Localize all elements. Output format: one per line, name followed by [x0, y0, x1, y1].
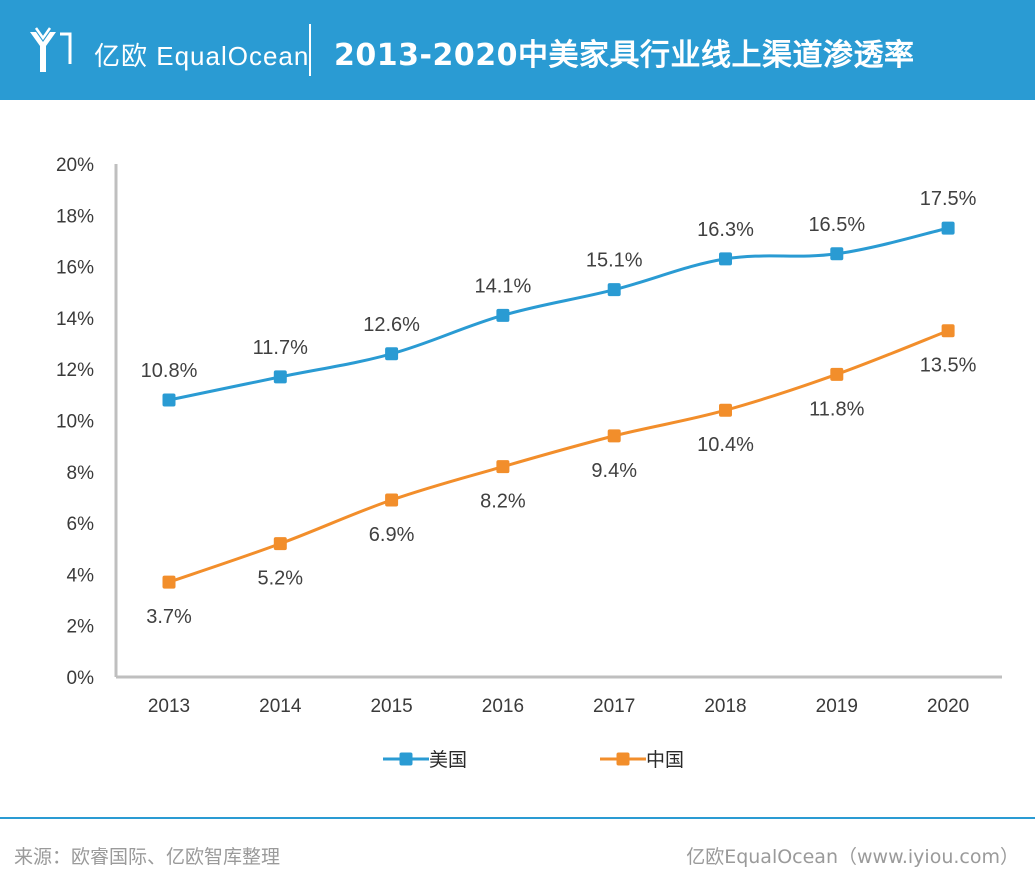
data-point-marker — [273, 370, 287, 384]
series-line — [168, 329, 949, 584]
logo-mark-icon — [30, 32, 56, 72]
data-label: 15.1% — [586, 250, 643, 272]
data-point-marker — [607, 429, 621, 443]
y-tick-label: 14% — [56, 309, 94, 330]
data-label: 16.3% — [697, 219, 754, 241]
series-china: 3.7% 5.2% 6.9% 8.2% 9.4% 10.4% 11.8% 13.5% — [146, 324, 977, 628]
line-chart: 0%2%4%6%8%10%12%14%16%18%20% 2013 2014 201… — [56, 155, 1002, 771]
data-point-marker — [385, 347, 399, 361]
x-tick-label: 2015 — [370, 696, 412, 717]
x-tick-label: 2017 — [593, 696, 635, 717]
y-tick-label: 20% — [56, 155, 94, 176]
series-usa: 10.8% 11.7% 12.6% 14.1% 15.1% 16.3% 16.5% 17.5% — [141, 188, 977, 407]
series-layer: 10.8% 11.7% 12.6% 14.1% 15.1% 16.3% 16.5% 17.5%… — [141, 188, 977, 628]
data-label: 8.2% — [480, 491, 526, 513]
x-tick-label: 2018 — [704, 696, 746, 717]
legend-marker — [399, 752, 413, 766]
legend: 美国 中国 — [383, 749, 684, 771]
x-tick-label: 2014 — [259, 696, 302, 717]
y-tick-label: 8% — [67, 463, 95, 484]
legend-item: 中国 — [600, 749, 684, 771]
footer-divider — [0, 817, 1035, 819]
y-tick-label: 18% — [56, 206, 94, 227]
x-tick-label: 2020 — [927, 696, 969, 717]
data-point-marker — [719, 403, 732, 417]
data-point-marker — [385, 493, 399, 507]
y-tick-label: 10% — [56, 412, 94, 433]
legend-marker — [616, 752, 630, 766]
data-point-marker — [607, 283, 621, 297]
x-tick-label: 2019 — [816, 696, 858, 717]
y-axis: 0% 2% 4% 6% 8% 10% 12% 14% 16% 18% 20% — [56, 155, 118, 689]
data-point-marker — [830, 247, 844, 261]
equalocean-logo — [30, 27, 72, 72]
y-tick-label: 2% — [67, 617, 95, 638]
data-label: 13.5% — [920, 355, 977, 377]
data-label: 10.8% — [141, 360, 198, 382]
y-tick-label: 0% — [67, 668, 95, 689]
data-label: 6.9% — [369, 524, 415, 546]
header-banner: 亿欧 EqualOcean 2013-2020中美家具行业线上渠道渗透率 — [0, 0, 1035, 100]
data-point-marker — [719, 252, 732, 266]
y-tick-label: 16% — [56, 258, 94, 279]
footer-credit: 亿欧EqualOcean（www.iyiou.com） — [686, 846, 1019, 868]
legend-label: 美国 — [429, 749, 467, 771]
y-tick-label: 12% — [56, 360, 94, 381]
legend-label: 中国 — [646, 749, 684, 771]
source-note: 来源：欧睿国际、亿欧智库整理 — [14, 846, 281, 868]
data-point-marker — [830, 367, 844, 381]
legend-item: 美国 — [383, 749, 467, 771]
y-tick-label: 4% — [67, 565, 95, 586]
data-point-marker — [941, 324, 955, 338]
y-tick-label: 6% — [67, 514, 95, 535]
page-title: 2013-2020中美家具行业线上渠道渗透率 — [334, 38, 915, 73]
data-label: 12.6% — [363, 314, 420, 336]
data-label: 5.2% — [258, 568, 304, 590]
data-point-marker — [162, 575, 176, 589]
data-label: 14.1% — [475, 275, 532, 297]
x-axis: 2013 2014 2015 2016 2017 2018 2019 2020 — [116, 675, 1002, 717]
data-label: 16.5% — [808, 214, 865, 236]
data-label: 10.4% — [697, 434, 754, 456]
data-label: 11.7% — [253, 337, 308, 359]
logo-text: 亿欧 EqualOcean — [94, 41, 310, 71]
data-point-marker — [496, 460, 510, 474]
x-tick-label: 2016 — [482, 696, 524, 717]
data-label: 11.8% — [809, 398, 864, 420]
data-label: 17.5% — [920, 188, 977, 210]
x-tick-label: 2013 — [148, 696, 190, 717]
data-point-marker — [496, 308, 510, 322]
header-divider — [309, 24, 311, 76]
data-point-marker — [273, 537, 287, 551]
series-line — [168, 226, 949, 402]
data-label: 3.7% — [146, 606, 192, 628]
data-point-marker — [941, 221, 955, 235]
data-label: 9.4% — [591, 460, 637, 482]
data-point-marker — [162, 393, 176, 407]
